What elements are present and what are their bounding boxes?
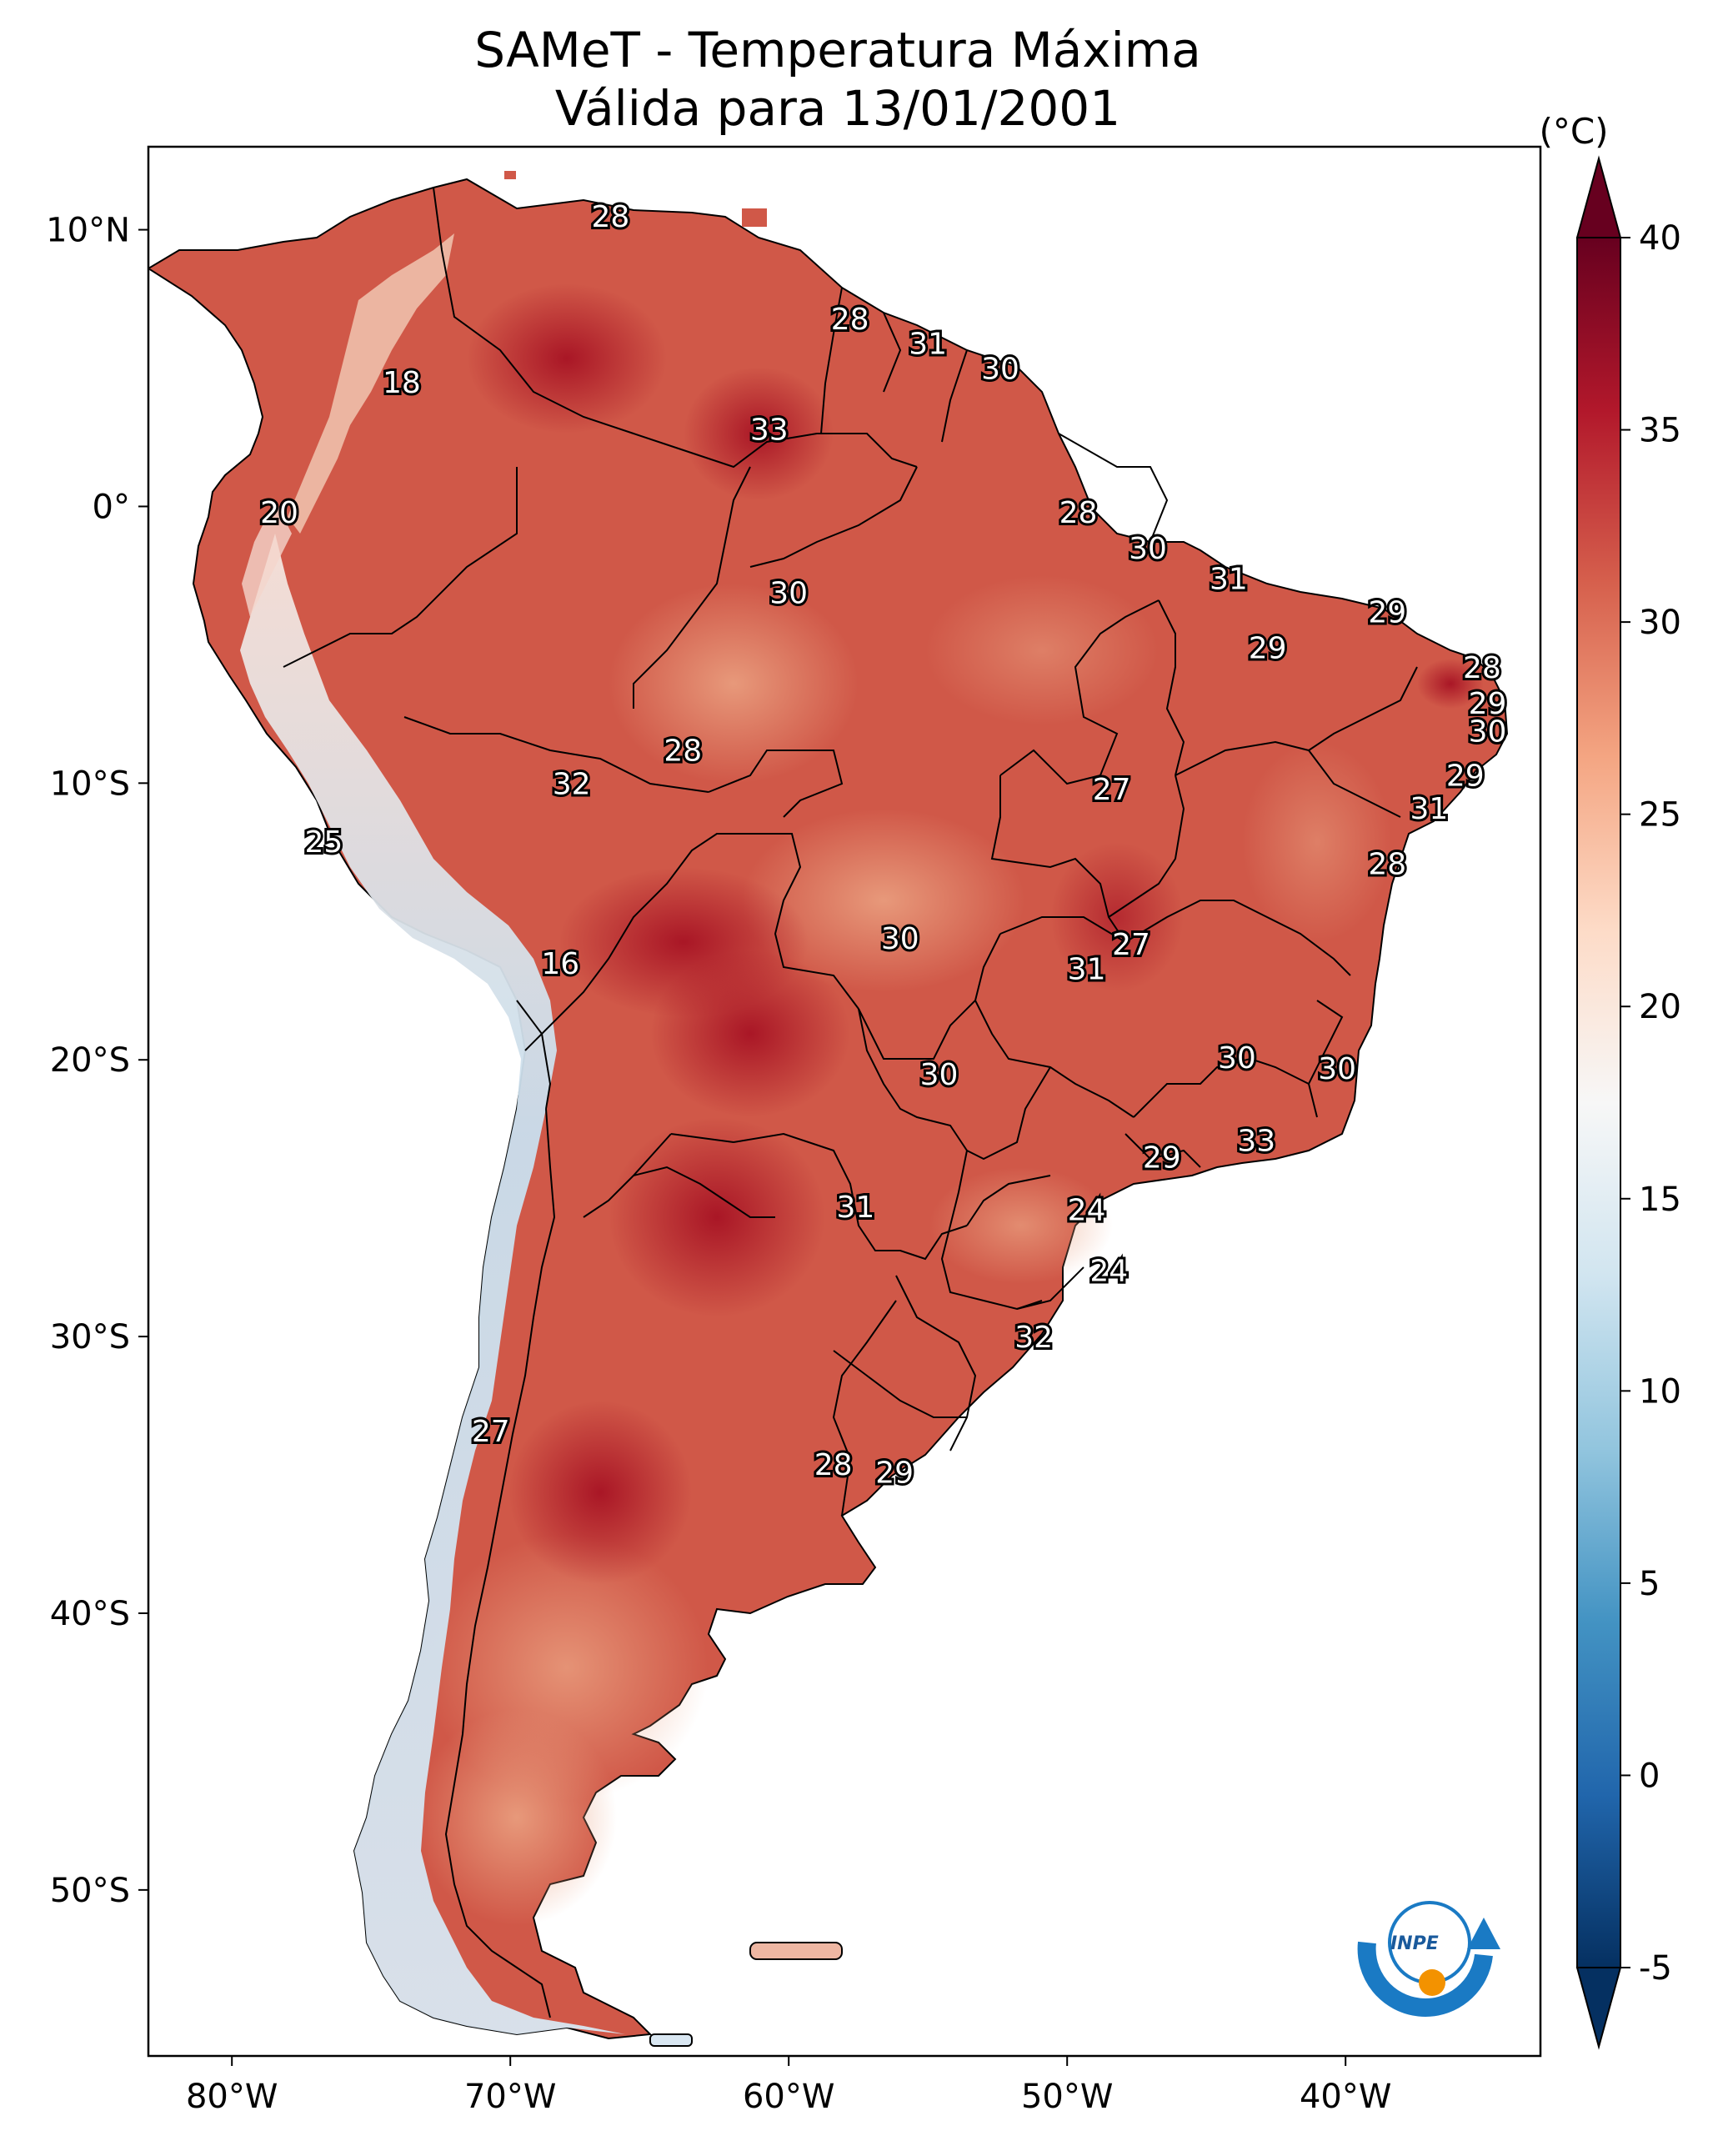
colorbar-tick-label: 30	[1639, 604, 1681, 642]
station-label: 30	[1218, 1041, 1256, 1075]
station-label: 27	[1112, 928, 1150, 962]
station-label: 16	[541, 947, 579, 981]
station-label: 31	[1068, 953, 1106, 987]
colorbar-tick-label: 5	[1639, 1565, 1660, 1603]
colorbar: (°C) 40 35 30 25 20 15 10 5 0 -5	[1539, 111, 1681, 2050]
station-label: 27	[472, 1415, 510, 1449]
lat-tick-label: 10°S	[50, 765, 130, 803]
map-frame	[147, 145, 1542, 2058]
station-label: 32	[553, 767, 591, 801]
station-label: 20	[260, 496, 298, 530]
lat-tick-label: 10°N	[46, 212, 130, 250]
colorbar-tick-label: 35	[1639, 412, 1681, 450]
station-label: 27	[1093, 773, 1131, 807]
title-line-1: SAMeT - Temperatura Máxima	[474, 22, 1201, 78]
colorbar-unit: (°C)	[1539, 111, 1608, 152]
station-label: 31	[909, 328, 947, 362]
station-label: 28	[1368, 848, 1406, 882]
lon-tick-label: 40°W	[1300, 2078, 1391, 2116]
station-label: 32	[1014, 1321, 1053, 1355]
colorbar-bottom-arrow	[1575, 1967, 1622, 2050]
colorbar-tick-label: 0	[1639, 1757, 1660, 1795]
lon-tick-label: 80°W	[186, 2078, 278, 2116]
station-label: 30	[920, 1058, 959, 1092]
station-label: 28	[1463, 651, 1501, 685]
station-label: 29	[875, 1457, 914, 1491]
station-label: 29	[1446, 759, 1485, 793]
station-label: 24	[1089, 1254, 1128, 1288]
station-label: 29	[1143, 1141, 1181, 1175]
colorbar-tick-label: 15	[1639, 1181, 1681, 1219]
station-label: 18	[383, 366, 421, 400]
colorbar-tick-label: 25	[1639, 796, 1681, 835]
country-borders	[283, 187, 1418, 2018]
colorbar-tick-label: 20	[1639, 988, 1681, 1026]
station-label: 31	[836, 1191, 874, 1225]
station-label: 28	[592, 200, 630, 234]
colorbar-top-arrow	[1575, 155, 1622, 238]
lon-tick-label: 50°W	[1021, 2078, 1113, 2116]
colorbar-tick-label: -5	[1639, 1949, 1672, 1988]
lat-tick-label: 20°S	[50, 1041, 130, 1080]
station-label: 28	[814, 1448, 853, 1482]
station-label: 33	[750, 414, 789, 448]
colorbar-tick-label: 40	[1639, 219, 1681, 258]
lat-tick-label: 50°S	[50, 1872, 130, 1910]
andes-cold-band	[240, 534, 625, 2034]
station-label: 30	[881, 922, 919, 956]
station-label: 30	[1318, 1052, 1356, 1086]
station-label: 24	[1068, 1193, 1106, 1227]
station-label: 29	[1469, 687, 1507, 721]
station-label: 28	[664, 735, 702, 769]
station-label: 28	[1059, 496, 1098, 530]
title-line-2: Válida para 13/01/2001	[555, 80, 1120, 137]
station-label: 30	[1129, 532, 1167, 566]
station-label: 28	[831, 303, 869, 337]
station-label: 29	[1368, 596, 1406, 630]
lat-tick-label: 40°S	[50, 1595, 130, 1633]
station-label: 33	[1237, 1124, 1275, 1158]
longitude-axis: 80°W 70°W 60°W 50°W 40°W	[186, 2056, 1391, 2116]
station-label: 30	[769, 576, 808, 610]
station-label: 30	[981, 353, 1019, 387]
colorbar-tick-label: 10	[1639, 1372, 1681, 1411]
inpe-logo: INPE	[1357, 1901, 1500, 2017]
station-label: 25	[305, 825, 343, 860]
colorbar-body	[1576, 237, 1621, 1968]
inpe-logo-text: INPE	[1390, 1933, 1439, 1954]
station-label: 30	[1469, 714, 1507, 749]
station-label: 31	[1210, 563, 1248, 597]
lat-tick-label: 30°S	[50, 1318, 130, 1356]
lon-tick-label: 60°W	[743, 2078, 834, 2116]
station-label: 31	[1410, 792, 1448, 826]
station-label: 29	[1249, 632, 1287, 666]
lat-tick-label: 0°	[93, 488, 130, 526]
latitude-axis: 10°N 0° 10°S 20°S 30°S 40°S 50°S	[46, 212, 148, 1910]
colorbar-ticks: 40 35 30 25 20 15 10 5 0 -5	[1620, 219, 1681, 1988]
lon-tick-label: 70°W	[464, 2078, 556, 2116]
